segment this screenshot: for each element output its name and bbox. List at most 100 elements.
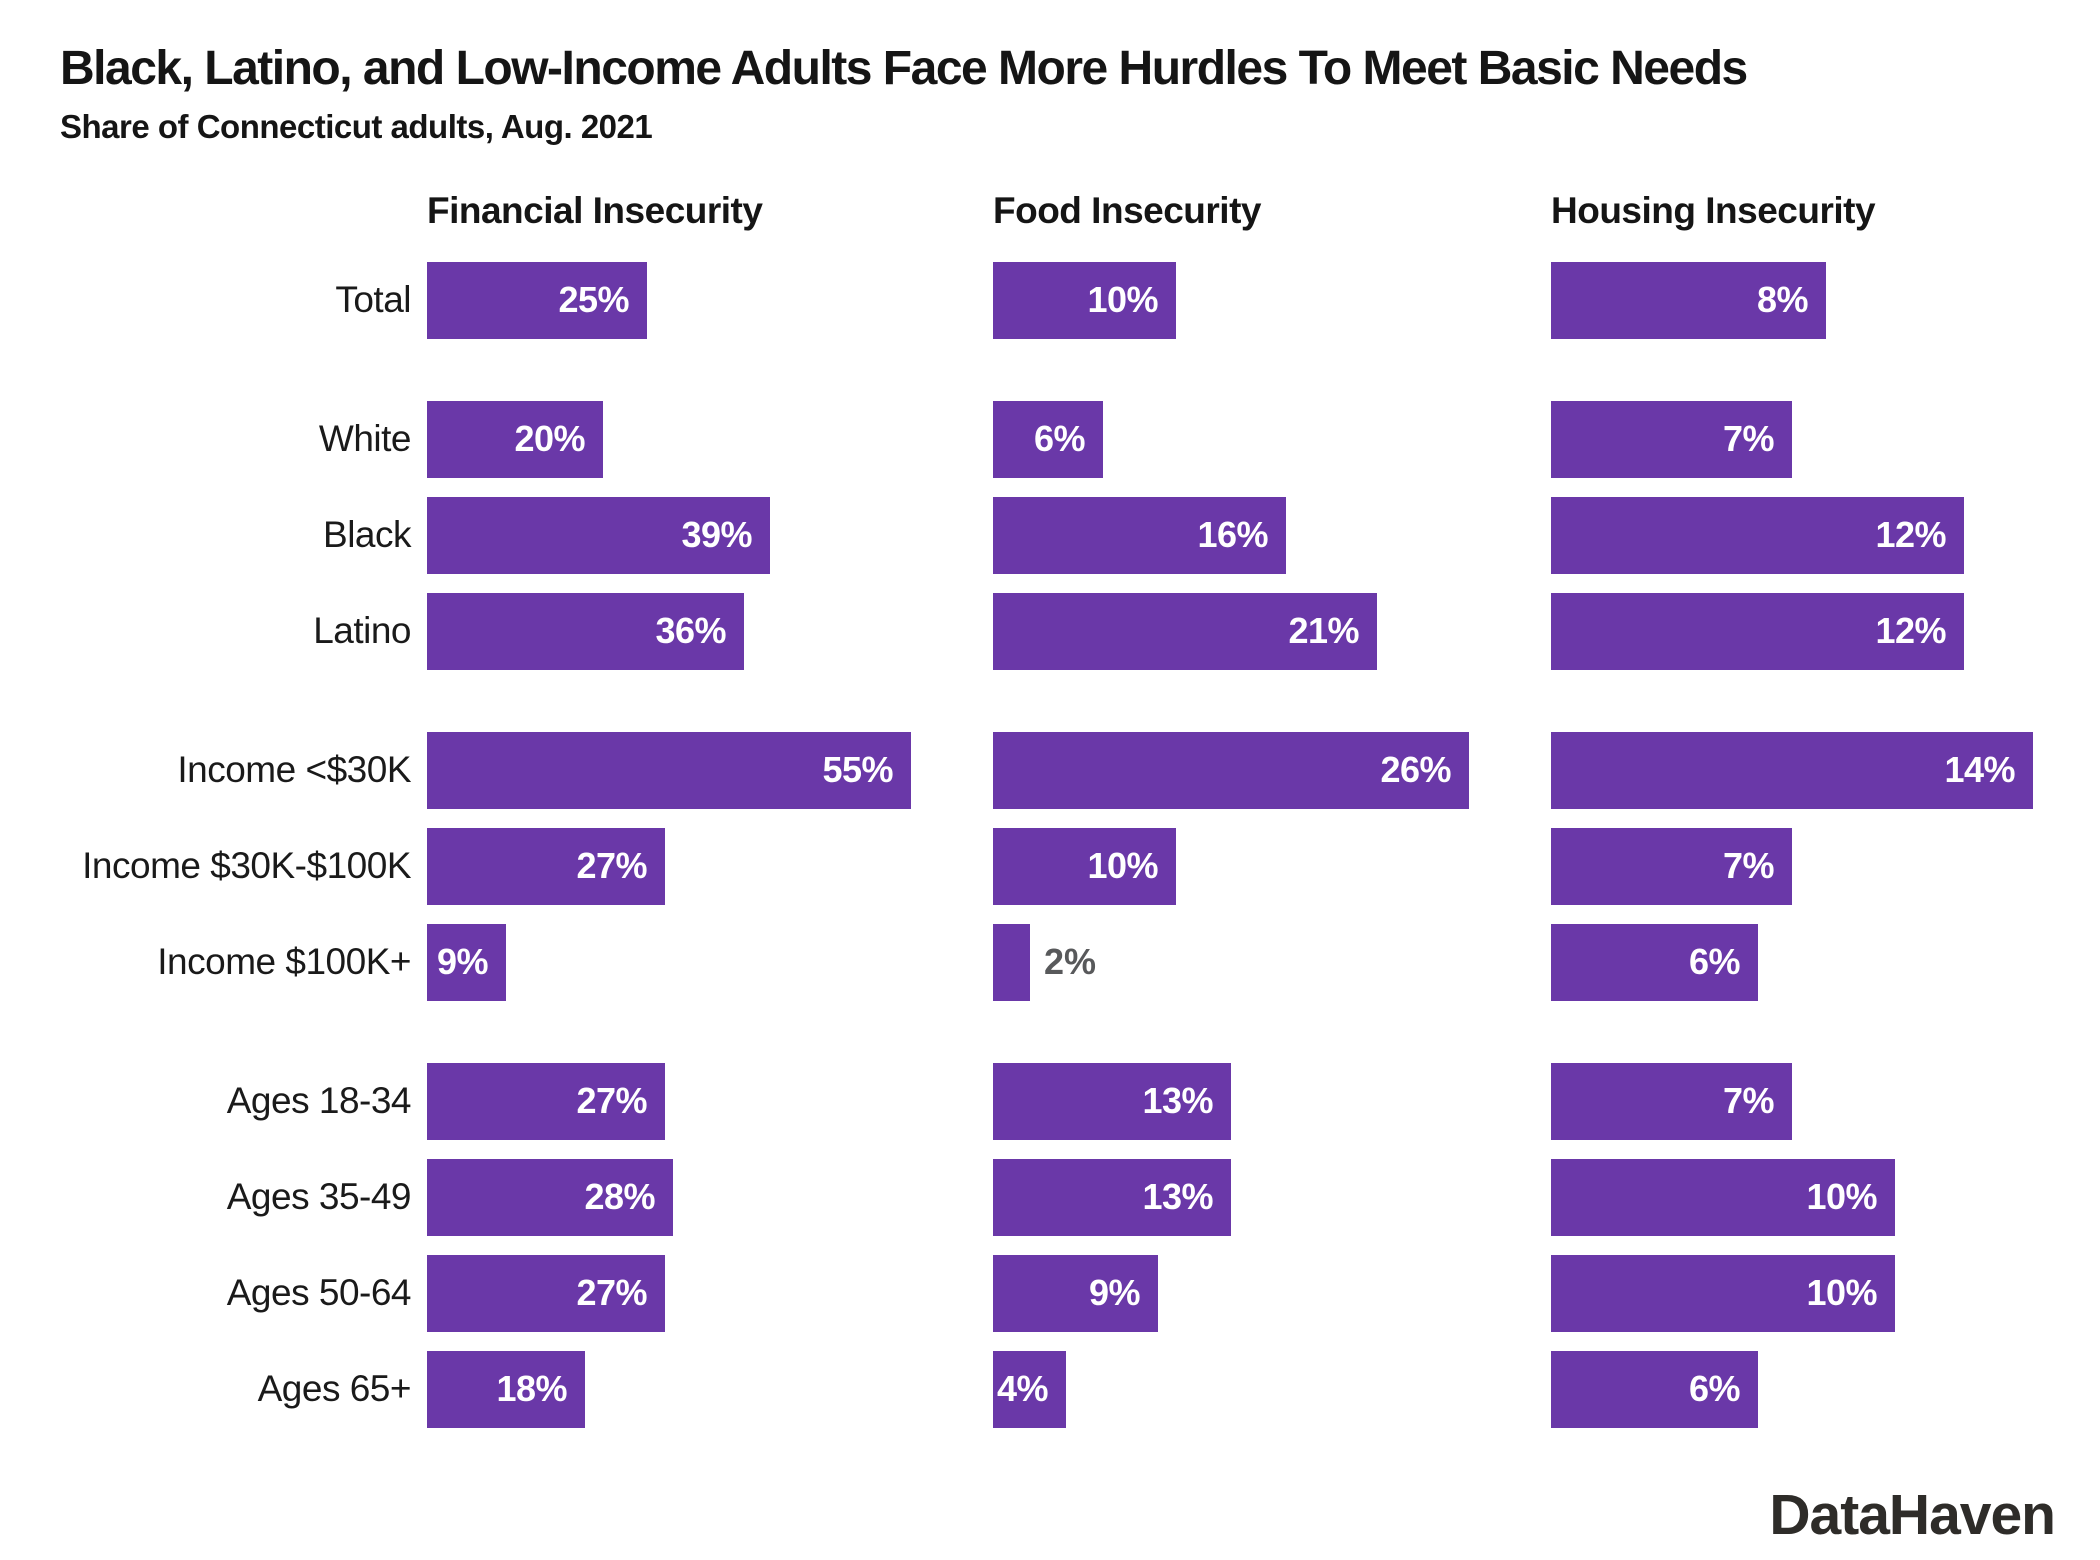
bar-food-insecurity: 16% xyxy=(993,496,1286,574)
bar-value-label: 36% xyxy=(655,610,726,652)
bar-housing-insecurity: 12% xyxy=(1551,496,1964,574)
bar-value-label: 4% xyxy=(996,1368,1049,1410)
page-title: Black, Latino, and Low-Income Adults Fac… xyxy=(60,42,1748,95)
bar-value-label: 9% xyxy=(436,941,489,983)
bar-financial-insecurity: 25% xyxy=(427,261,647,339)
bar-cell-financial-insecurity: 18% xyxy=(427,1350,993,1428)
bar-housing-insecurity: 10% xyxy=(1551,1254,1895,1332)
bar-cell-food-insecurity: 13% xyxy=(993,1062,1551,1140)
bar-value-label: 6% xyxy=(1688,1368,1741,1410)
bar-cell-food-insecurity: 16% xyxy=(993,496,1551,574)
bar-cell-financial-insecurity: 39% xyxy=(427,496,993,574)
bar-value-label: 13% xyxy=(1142,1080,1213,1122)
bar-chart: Financial Insecurity Food Insecurity Hou… xyxy=(60,190,2040,1437)
bar-housing-insecurity: 12% xyxy=(1551,592,1964,670)
chart-row: Latino 36% 21% 12% xyxy=(60,583,2040,679)
row-label: Income $100K+ xyxy=(157,941,411,983)
bar-cell-financial-insecurity: 55% xyxy=(427,731,993,809)
bar-value-label: 7% xyxy=(1722,418,1775,460)
bar-cell-housing-insecurity: 12% xyxy=(1551,592,2033,670)
bar-cell-food-insecurity: 2% xyxy=(993,923,1551,1001)
column-header-financial-insecurity: Financial Insecurity xyxy=(427,190,763,232)
bar-cell-housing-insecurity: 14% xyxy=(1551,731,2033,809)
bar-value-label: 27% xyxy=(576,845,647,887)
bar-value-label: 16% xyxy=(1197,514,1268,556)
row-label: Income $30K-$100K xyxy=(82,845,411,887)
row-label: Ages 65+ xyxy=(257,1368,412,1410)
bar-value-label: 26% xyxy=(1380,749,1451,791)
chart-row: Total 25% 10% 8% xyxy=(60,252,2040,348)
bar-cell-housing-insecurity: 10% xyxy=(1551,1254,2033,1332)
bar-food-insecurity: 9% xyxy=(993,1254,1158,1332)
chart-row: Ages 35-49 28% 13% 10% xyxy=(60,1149,2040,1245)
bar-cell-financial-insecurity: 9% xyxy=(427,923,993,1001)
bar-financial-insecurity: 18% xyxy=(427,1350,585,1428)
bar-value-label: 7% xyxy=(1722,845,1775,887)
bar-value-label: 13% xyxy=(1142,1176,1213,1218)
column-header-housing-insecurity: Housing Insecurity xyxy=(1551,190,1876,232)
bar-cell-housing-insecurity: 7% xyxy=(1551,1062,2033,1140)
bar-cell-financial-insecurity: 36% xyxy=(427,592,993,670)
bar-financial-insecurity: 36% xyxy=(427,592,744,670)
chart-row: Income $30K-$100K 27% 10% 7% xyxy=(60,818,2040,914)
bar-value-label: 25% xyxy=(558,279,629,321)
bar-housing-insecurity: 7% xyxy=(1551,827,1792,905)
bar-cell-financial-insecurity: 27% xyxy=(427,827,993,905)
bar-financial-insecurity: 28% xyxy=(427,1158,673,1236)
bar-food-insecurity: 10% xyxy=(993,827,1176,905)
chart-row: Income $100K+ 9% 2% 6% xyxy=(60,914,2040,1010)
bar-cell-food-insecurity: 6% xyxy=(993,400,1551,478)
bar-financial-insecurity: 55% xyxy=(427,731,911,809)
row-label: Total xyxy=(335,279,411,321)
bar-housing-insecurity: 6% xyxy=(1551,1350,1758,1428)
bar-cell-housing-insecurity: 7% xyxy=(1551,827,2033,905)
bar-value-label: 27% xyxy=(576,1080,647,1122)
row-label: Ages 50-64 xyxy=(226,1272,412,1314)
bar-housing-insecurity: 7% xyxy=(1551,1062,1792,1140)
bar-cell-financial-insecurity: 25% xyxy=(427,261,993,339)
bar-value-label: 12% xyxy=(1875,514,1946,556)
bar-food-insecurity: 4% xyxy=(993,1350,1066,1428)
bar-value-label: 6% xyxy=(1033,418,1086,460)
bar-value-label: 10% xyxy=(1806,1272,1877,1314)
bar-value-label: 10% xyxy=(1806,1176,1877,1218)
bar-housing-insecurity: 14% xyxy=(1551,731,2033,809)
chart-row: Black 39% 16% 12% xyxy=(60,487,2040,583)
bar-housing-insecurity: 10% xyxy=(1551,1158,1895,1236)
bar-value-label: 27% xyxy=(576,1272,647,1314)
bar-cell-food-insecurity: 4% xyxy=(993,1350,1551,1428)
bar-value-label: 10% xyxy=(1087,279,1158,321)
bar-cell-food-insecurity: 9% xyxy=(993,1254,1551,1332)
bar-food-insecurity: 13% xyxy=(993,1062,1231,1140)
row-label: Black xyxy=(323,514,411,556)
bar-financial-insecurity: 27% xyxy=(427,1254,665,1332)
row-label: Latino xyxy=(313,610,411,652)
bar-financial-insecurity: 9% xyxy=(427,923,506,1001)
row-label: Ages 18-34 xyxy=(226,1080,412,1122)
bar-cell-housing-insecurity: 12% xyxy=(1551,496,2033,574)
bar-cell-financial-insecurity: 20% xyxy=(427,400,993,478)
bar-value-label: 12% xyxy=(1875,610,1946,652)
bar-housing-insecurity: 6% xyxy=(1551,923,1758,1001)
bar-value-label: 21% xyxy=(1288,610,1359,652)
bar-cell-food-insecurity: 26% xyxy=(993,731,1551,809)
bar-cell-financial-insecurity: 27% xyxy=(427,1062,993,1140)
bar-cell-financial-insecurity: 27% xyxy=(427,1254,993,1332)
bar-value-label: 6% xyxy=(1688,941,1741,983)
bar-financial-insecurity: 39% xyxy=(427,496,770,574)
bar-housing-insecurity: 8% xyxy=(1551,261,1826,339)
bar-value-label: 55% xyxy=(822,749,893,791)
bar-value-label: 18% xyxy=(496,1368,567,1410)
bar-cell-housing-insecurity: 7% xyxy=(1551,400,2033,478)
chart-row: Ages 18-34 27% 13% 7% xyxy=(60,1053,2040,1149)
bar-cell-food-insecurity: 21% xyxy=(993,592,1551,670)
bar-value-label: 9% xyxy=(1088,1272,1141,1314)
page-subtitle: Share of Connecticut adults, Aug. 2021 xyxy=(60,108,653,146)
bar-food-insecurity: 10% xyxy=(993,261,1176,339)
bar-cell-housing-insecurity: 6% xyxy=(1551,923,2033,1001)
bar-cell-food-insecurity: 10% xyxy=(993,827,1551,905)
row-label: Income <$30K xyxy=(177,749,411,791)
bar-food-insecurity xyxy=(993,923,1030,1001)
chart-rows: Total 25% 10% 8% White 20% 6% 7% Black 39% 16% 12% L… xyxy=(60,252,2040,1437)
